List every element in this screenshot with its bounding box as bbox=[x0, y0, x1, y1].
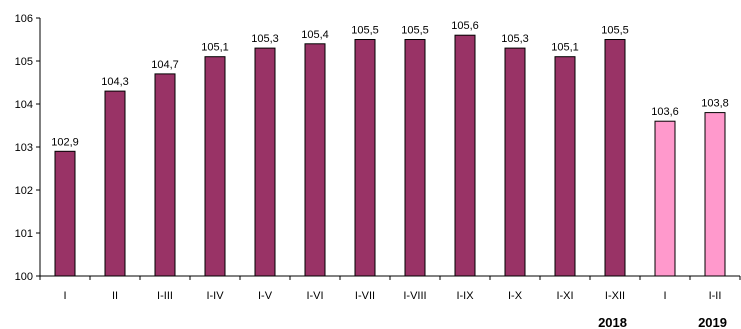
axes-layer bbox=[39, 18, 740, 277]
data-label: 105,5 bbox=[401, 25, 429, 37]
y-tick-label: 103 bbox=[15, 142, 33, 154]
bar bbox=[404, 39, 426, 277]
bar bbox=[454, 34, 476, 277]
bar bbox=[254, 47, 276, 277]
data-label: 103,6 bbox=[651, 106, 679, 118]
x-tick-label: I-VIII bbox=[403, 290, 426, 302]
data-label: 102,9 bbox=[51, 136, 79, 148]
data-label: 105,5 bbox=[351, 25, 379, 37]
y-tick-label: 104 bbox=[15, 99, 33, 111]
x-tick-label: II bbox=[112, 290, 118, 302]
x-tick-label: I-III bbox=[157, 290, 173, 302]
x-ticks-layer: I II I-III I-IV I-V I-VI I-VII I-VIII I-IX I-X I-X… bbox=[39, 276, 741, 302]
y-tick-label: 106 bbox=[15, 13, 33, 25]
bar bbox=[104, 90, 126, 277]
bar bbox=[554, 56, 576, 277]
x-tick-label: I-VI bbox=[306, 290, 323, 302]
y-ticks-layer: 100 101 102 103 104 105 106 bbox=[15, 13, 40, 283]
group-labels-layer: 2018 2019 bbox=[598, 315, 727, 329]
y-tick-label: 101 bbox=[15, 228, 33, 240]
x-tick-label: I-VII bbox=[355, 290, 375, 302]
data-label: 105,1 bbox=[551, 42, 579, 54]
y-tick-label: 100 bbox=[15, 271, 33, 283]
x-tick-label: I-XI bbox=[556, 290, 573, 302]
data-label: 105,3 bbox=[251, 33, 279, 45]
data-label: 105,3 bbox=[501, 33, 529, 45]
data-label: 105,1 bbox=[201, 42, 229, 54]
x-tick-label: I bbox=[663, 290, 666, 302]
bar bbox=[654, 120, 676, 277]
bar bbox=[304, 43, 326, 277]
year-group-label: 2018 bbox=[598, 315, 627, 329]
x-tick-label: I-X bbox=[508, 290, 523, 302]
data-labels-layer: 102,9 104,3 104,7 105,1 105,3 105,4 105,5 105,5… bbox=[51, 20, 729, 148]
year-group-label: 2019 bbox=[698, 315, 727, 329]
bar bbox=[204, 56, 226, 277]
bars-layer bbox=[54, 34, 726, 277]
x-tick-label: I-IV bbox=[206, 290, 224, 302]
bar bbox=[354, 39, 376, 277]
x-tick-label: I-II bbox=[709, 290, 722, 302]
bar bbox=[604, 39, 626, 277]
data-label: 105,6 bbox=[451, 20, 479, 32]
data-label: 105,5 bbox=[601, 25, 629, 37]
bar bbox=[154, 73, 176, 277]
y-tick-label: 102 bbox=[15, 185, 33, 197]
x-tick-label: I bbox=[63, 290, 66, 302]
bar bbox=[704, 112, 726, 277]
x-tick-label: I-V bbox=[258, 290, 273, 302]
data-label: 105,4 bbox=[301, 29, 329, 41]
x-tick-label: I-XII bbox=[605, 290, 625, 302]
x-tick-label: I-IX bbox=[456, 290, 474, 302]
data-label: 104,3 bbox=[101, 76, 129, 88]
bar bbox=[54, 150, 76, 277]
data-label: 104,7 bbox=[151, 59, 179, 71]
y-tick-label: 105 bbox=[15, 56, 33, 68]
data-label: 103,8 bbox=[701, 98, 729, 110]
bar bbox=[504, 47, 526, 277]
